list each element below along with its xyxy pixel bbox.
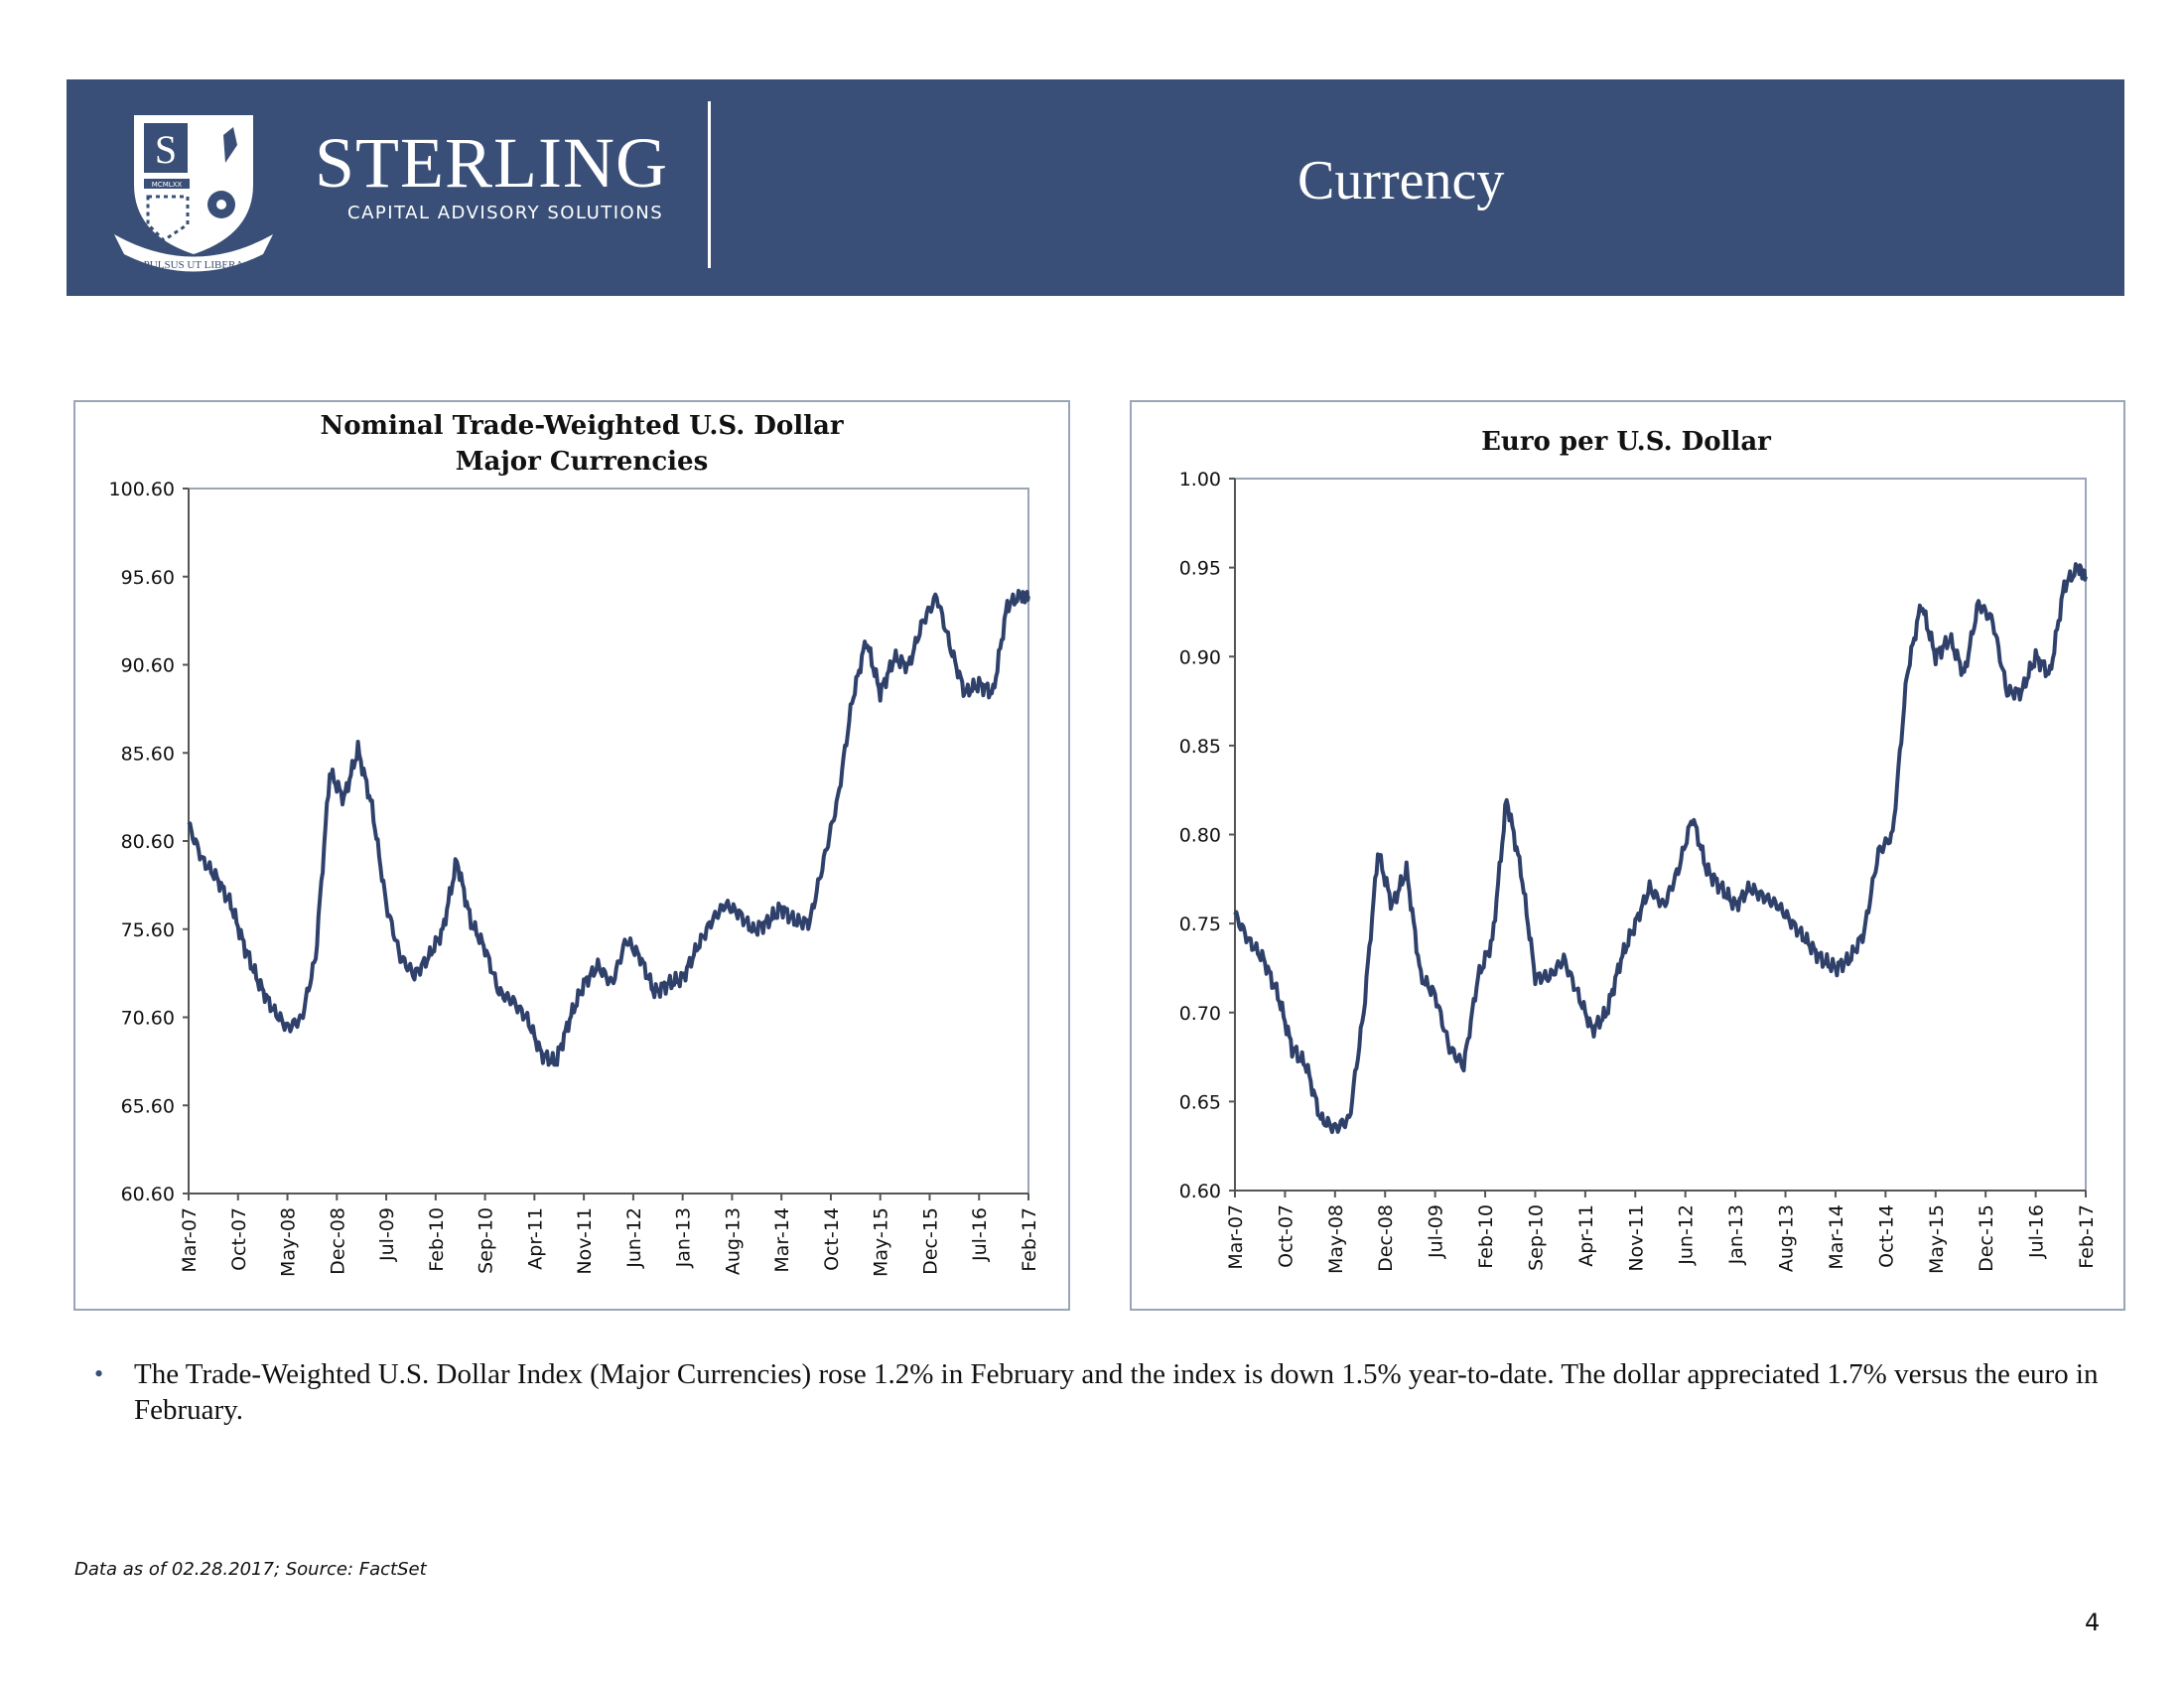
y-tick-label: 0.90 xyxy=(1179,646,1221,668)
x-tick-label: Mar-14 xyxy=(771,1207,793,1273)
logo-letter: S xyxy=(155,127,177,172)
header-banner: S MCMLXX PULSUS UT LIBERA STERLING CAPIT… xyxy=(67,79,2124,296)
chart-title: Nominal Trade-Weighted U.S. Dollar xyxy=(320,411,843,441)
x-tick-label: Feb-10 xyxy=(426,1207,448,1272)
chart-title: Euro per U.S. Dollar xyxy=(1481,427,1771,457)
bullet-dot: • xyxy=(94,1359,104,1388)
euro-dollar-chart: Euro per U.S. Dollar 1.00 0.95 0.90 0.85 0.80… xyxy=(1179,427,2098,1274)
y-tick-label: 65.60 xyxy=(121,1095,175,1117)
x-tick-label: Jul-16 xyxy=(2026,1204,2048,1259)
x-tick-label: Jun-12 xyxy=(623,1207,645,1269)
brand-name: STERLING xyxy=(315,123,668,203)
x-tick-label: Oct-14 xyxy=(1875,1204,1897,1268)
y-tick-label: 1.00 xyxy=(1179,469,1221,491)
logo-motto: PULSUS UT LIBERA xyxy=(144,259,244,271)
plot-frame xyxy=(188,488,1029,1195)
x-tick-label: Nov-11 xyxy=(1625,1204,1647,1272)
series-line xyxy=(187,589,1030,1067)
y-tick-label: 90.60 xyxy=(121,655,175,677)
y-tick-label: 75.60 xyxy=(121,919,175,941)
x-tick-label: Dec-15 xyxy=(919,1207,941,1275)
y-tick-label: 0.80 xyxy=(1179,825,1221,847)
header-divider xyxy=(708,101,711,268)
x-tick-label: May-15 xyxy=(1926,1204,1948,1274)
source-footnote: Data as of 02.28.2017; Source: FactSet xyxy=(74,1559,427,1580)
x-tick-label: Feb-17 xyxy=(2076,1204,2098,1269)
page-title: Currency xyxy=(1297,150,1505,211)
x-tick-label: Aug-13 xyxy=(1776,1204,1798,1272)
x-tick-label: Apr-11 xyxy=(524,1207,546,1270)
logo-year: MCMLXX xyxy=(152,181,183,189)
y-tick-label: 60.60 xyxy=(121,1184,175,1205)
x-tick-label: Mar-07 xyxy=(1225,1204,1247,1270)
y-tick-label: 95.60 xyxy=(121,567,175,589)
x-tick-label: Sep-10 xyxy=(1525,1204,1547,1271)
x-tick-label: May-15 xyxy=(871,1207,892,1277)
chart-subtitle: Major Currencies xyxy=(456,447,708,477)
summary-bullet: • The Trade-Weighted U.S. Dollar Index (… xyxy=(94,1356,2110,1428)
y-tick-label: 0.70 xyxy=(1179,1003,1221,1025)
x-tick-label: Apr-11 xyxy=(1575,1204,1597,1267)
x-tick-label: Feb-10 xyxy=(1475,1204,1497,1269)
y-tick-label: 100.60 xyxy=(109,479,175,500)
dollar-index-chart-panel: Nominal Trade-Weighted U.S. Dollar Major … xyxy=(73,400,1070,1311)
x-tick-label: Jul-09 xyxy=(1426,1204,1447,1259)
y-tick-label: 0.75 xyxy=(1179,914,1221,935)
x-tick-label: Feb-17 xyxy=(1019,1207,1040,1272)
euro-dollar-chart-panel: Euro per U.S. Dollar 1.00 0.95 0.90 0.85 0.80… xyxy=(1130,400,2125,1311)
page-number: 4 xyxy=(2085,1609,2101,1636)
x-tick-label: Nov-11 xyxy=(574,1207,596,1275)
y-tick-label: 80.60 xyxy=(121,831,175,853)
x-tick-label: Jul-16 xyxy=(969,1207,991,1262)
x-tick-label: Jan-13 xyxy=(673,1207,695,1268)
x-tick-label: Jan-13 xyxy=(1725,1204,1747,1265)
x-tick-label: Oct-14 xyxy=(821,1207,843,1271)
x-tick-label: Oct-07 xyxy=(228,1207,250,1271)
sterling-shield-logo: S MCMLXX PULSUS UT LIBERA xyxy=(114,115,273,272)
x-tick-label: Dec-08 xyxy=(1375,1204,1397,1272)
x-tick-label: Mar-07 xyxy=(179,1207,201,1273)
plot-frame xyxy=(1234,478,2087,1192)
y-tick-label: 85.60 xyxy=(121,743,175,765)
x-tick-label: Sep-10 xyxy=(476,1207,497,1274)
x-tick-label: Mar-14 xyxy=(1826,1204,1847,1270)
dollar-index-chart: Nominal Trade-Weighted U.S. Dollar Major … xyxy=(109,411,1040,1277)
y-tick-label: 70.60 xyxy=(121,1008,175,1030)
y-tick-label: 0.65 xyxy=(1179,1091,1221,1113)
x-tick-label: Jun-12 xyxy=(1676,1204,1698,1266)
x-tick-label: Jul-09 xyxy=(376,1207,398,1262)
x-tick-label: Oct-07 xyxy=(1275,1204,1297,1268)
x-tick-label: Aug-13 xyxy=(722,1207,744,1275)
x-tick-label: Dec-08 xyxy=(327,1207,348,1275)
y-tick-label: 0.95 xyxy=(1179,558,1221,580)
series-line xyxy=(1233,562,2088,1135)
brand-subtitle: CAPITAL ADVISORY SOLUTIONS xyxy=(347,203,664,223)
x-tick-label: Dec-15 xyxy=(1976,1204,1997,1272)
y-tick-label: 0.60 xyxy=(1179,1181,1221,1202)
summary-text: The Trade-Weighted U.S. Dollar Index (Ma… xyxy=(134,1358,2099,1426)
y-tick-label: 0.85 xyxy=(1179,736,1221,758)
x-tick-label: May-08 xyxy=(278,1207,300,1277)
x-tick-label: May-08 xyxy=(1325,1204,1347,1274)
